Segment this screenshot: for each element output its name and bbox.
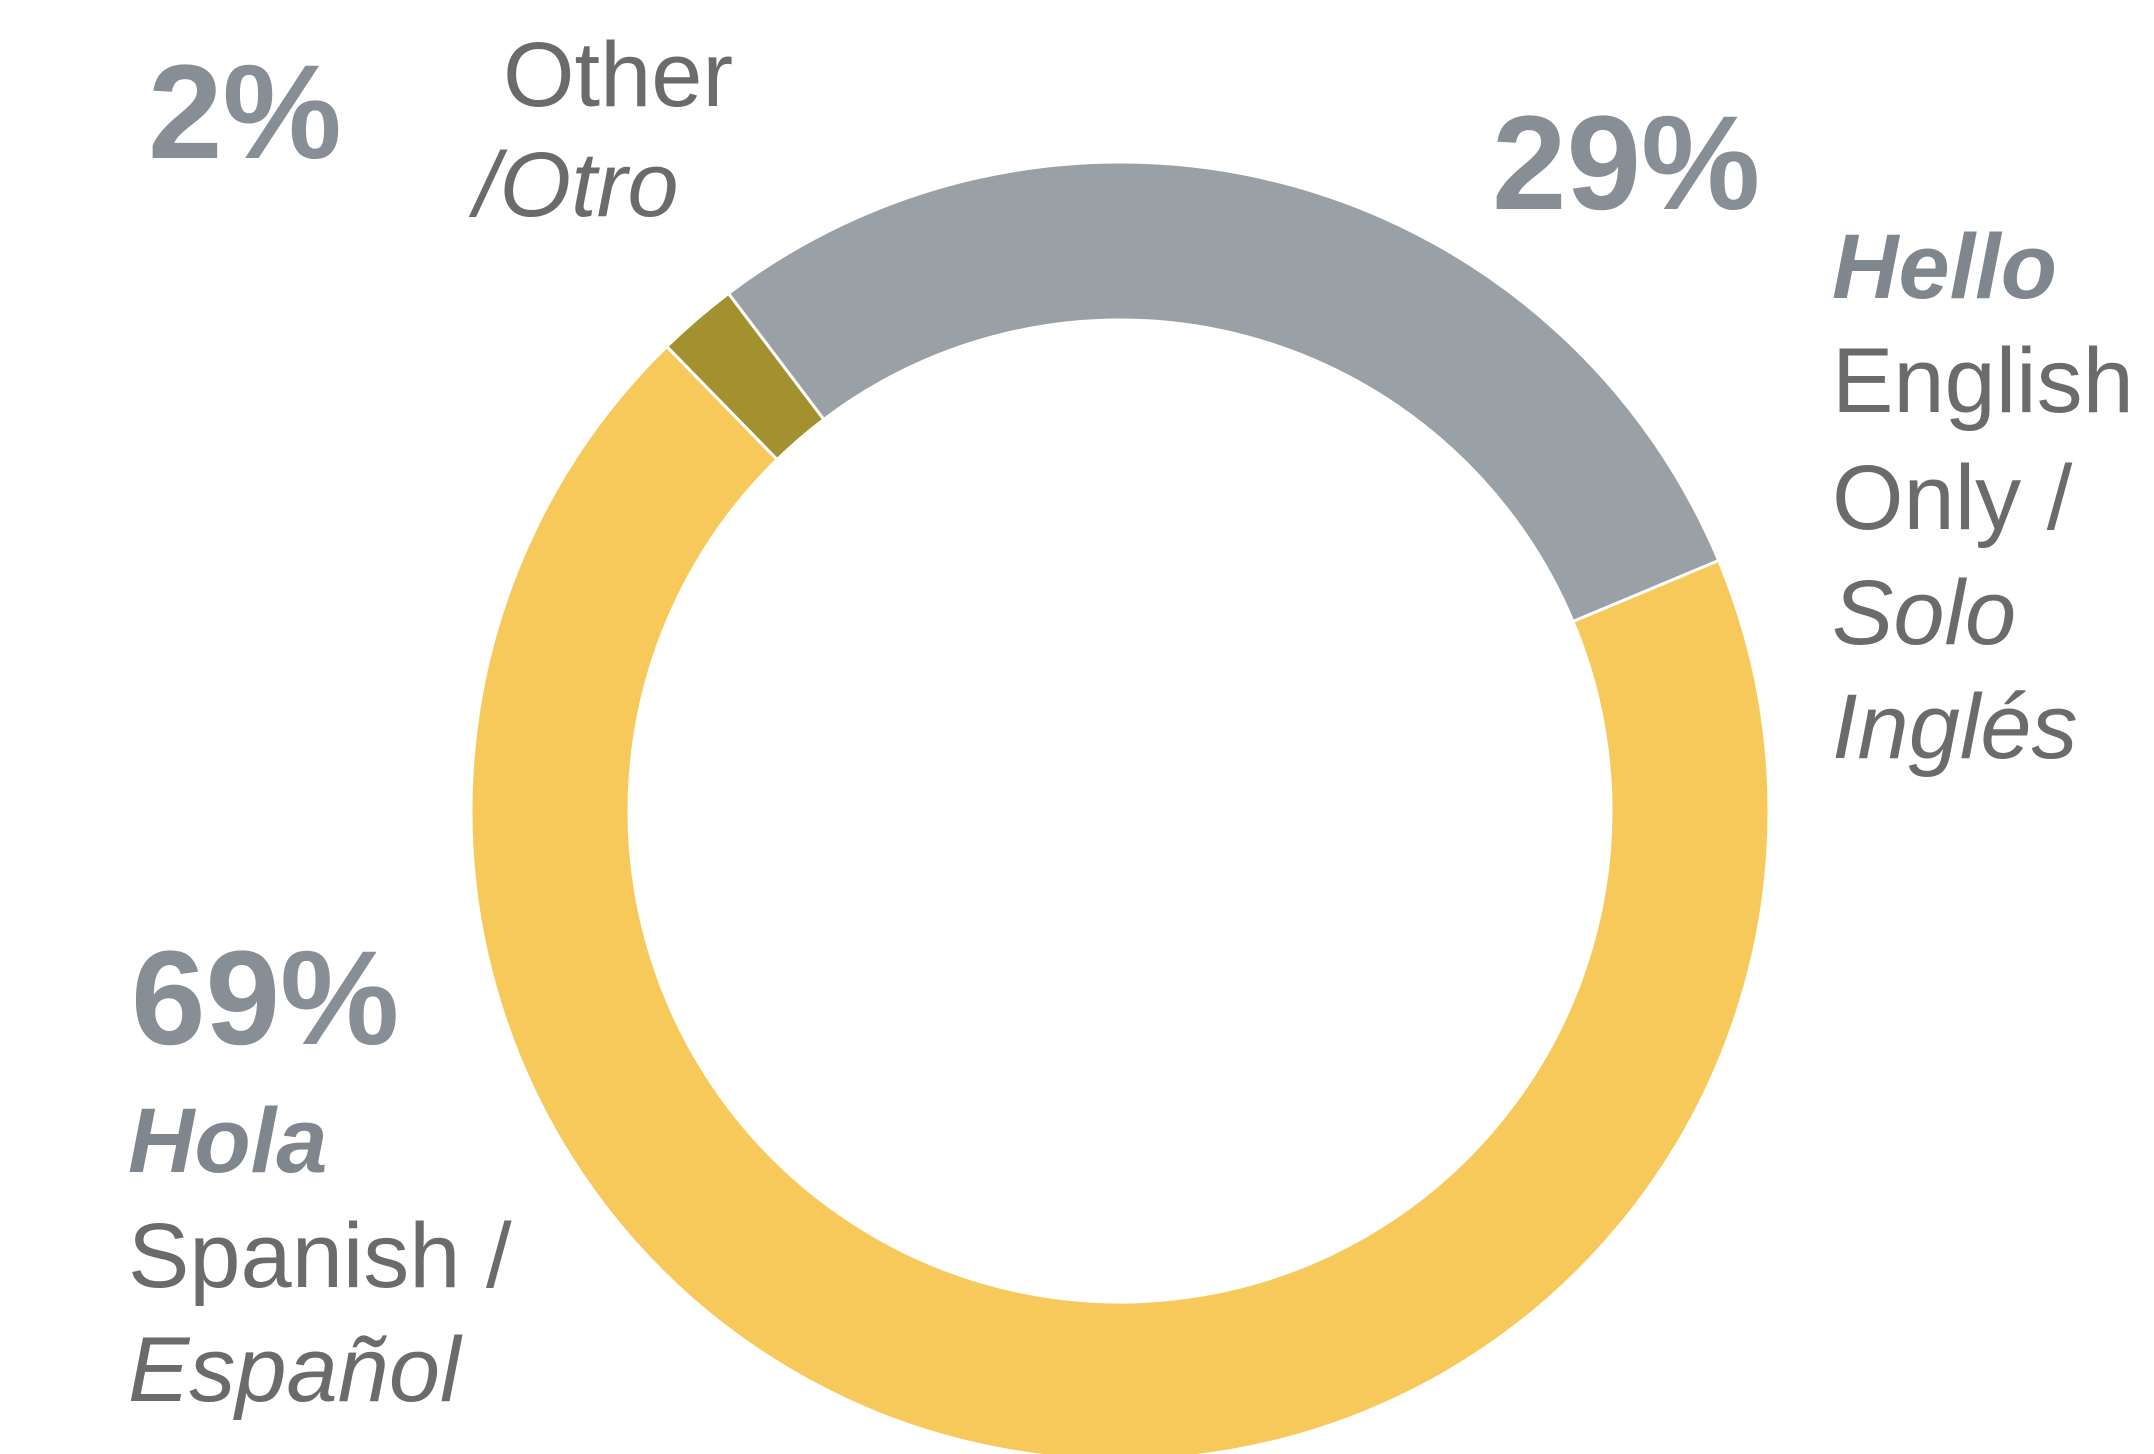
segment-label: English [1832,330,2134,432]
value-label: 29% [1492,89,1760,238]
segment-label: Hola [128,1090,327,1192]
donut-segment [469,344,1771,1454]
segment-label: /Otro [468,134,678,236]
value-label: 69% [131,924,399,1073]
segment-label: Other [503,24,733,126]
segment-label: Hello [1832,216,2057,318]
value-label: 2% [148,38,342,187]
segment-label: Inglés [1832,676,2078,778]
segment-label: Spanish / [128,1205,512,1307]
segment-label: Only / [1832,447,2073,549]
segment-label: Solo [1832,562,2016,664]
segment-label: Español [128,1319,463,1421]
donut-segment [726,160,1721,624]
